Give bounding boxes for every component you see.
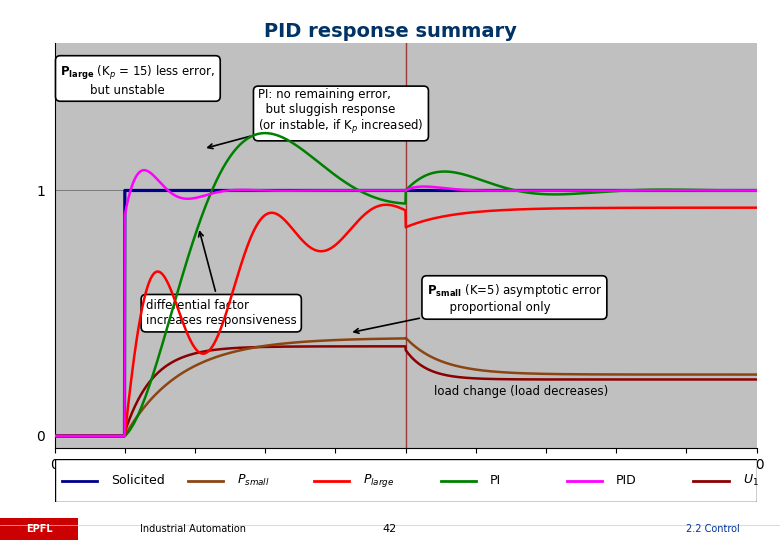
Text: 42: 42 [383, 524, 397, 534]
Text: PID: PID [616, 474, 637, 487]
Text: $P_{small}$: $P_{small}$ [237, 473, 270, 488]
Text: load change (load decreases): load change (load decreases) [434, 385, 608, 398]
Text: $U_1$: $U_1$ [743, 473, 758, 488]
Text: $P_{large}$: $P_{large}$ [363, 472, 395, 489]
Text: $\mathbf{P_{small}}$ (K=5) asymptotic error
      proportional only: $\mathbf{P_{small}}$ (K=5) asymptotic er… [354, 282, 602, 333]
Text: $\mathbf{P_{large}}$ (K$_p$ = 15) less error,
        but unstable: $\mathbf{P_{large}}$ (K$_p$ = 15) less e… [60, 64, 215, 97]
Text: EPFL: EPFL [26, 524, 52, 534]
Text: Solicited: Solicited [111, 474, 165, 487]
Text: 2.2 Control: 2.2 Control [686, 524, 740, 534]
Text: Industrial Automation: Industrial Automation [140, 524, 246, 534]
Text: PID response summary: PID response summary [264, 22, 516, 40]
Bar [0, 518, 78, 540]
Text: differential factor
increases responsiveness: differential factor increases responsive… [146, 232, 296, 327]
Text: PI: PI [490, 474, 501, 487]
FancyBboxPatch shape [55, 459, 757, 502]
Text: PI: no remaining error,
  but sluggish response
(or instable, if K$_p$ increased: PI: no remaining error, but sluggish res… [208, 87, 424, 148]
